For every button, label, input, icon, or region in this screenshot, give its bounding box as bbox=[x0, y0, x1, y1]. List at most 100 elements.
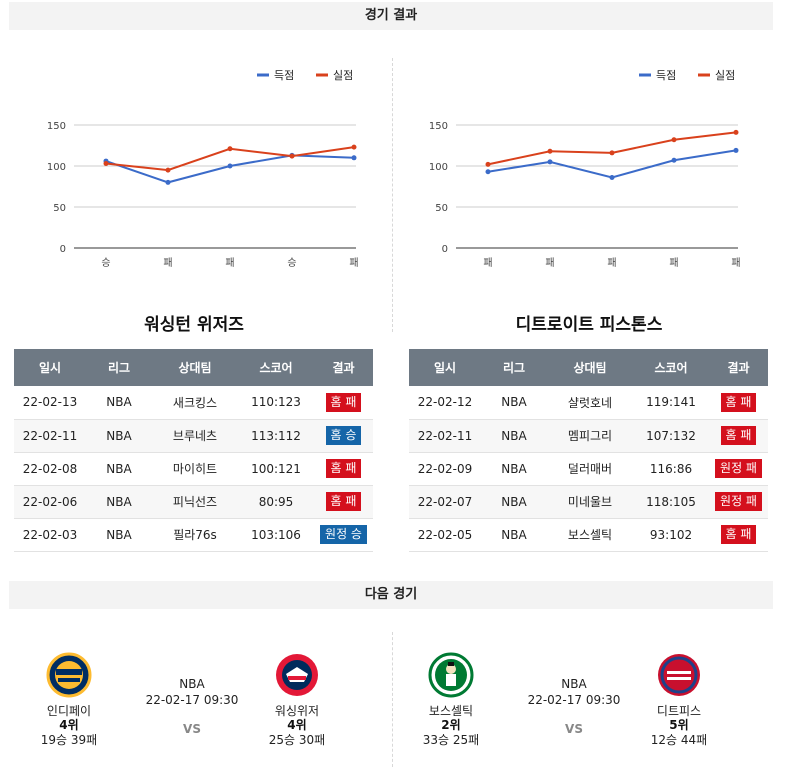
x-tick-label: 패 bbox=[483, 257, 492, 269]
result-badge: 홈 패 bbox=[325, 459, 362, 478]
cell-league: NBA bbox=[86, 419, 152, 453]
y-tick-label: 100 bbox=[429, 162, 448, 173]
away-team[interactable]: 디트피스 5위 12승 44패 bbox=[624, 648, 734, 747]
home-team[interactable]: 보스셀틱 2위 33승 25패 bbox=[396, 648, 506, 747]
result-badge: 원정 승 bbox=[320, 525, 367, 544]
table-row: 22-02-05 NBA 보스셀틱 93:102 홈 패 bbox=[409, 518, 768, 552]
result-badge: 홈 패 bbox=[325, 492, 362, 511]
data-point bbox=[485, 169, 491, 175]
cell-result: 홈 승 bbox=[314, 419, 373, 453]
table-row: 22-02-08 NBA 마이히트 100:121 홈 패 bbox=[14, 452, 373, 486]
y-tick-label: 150 bbox=[429, 121, 448, 132]
y-tick-label: 0 bbox=[60, 244, 66, 255]
cell-opponent: 샬럿호네 bbox=[547, 386, 633, 420]
cell-league: NBA bbox=[86, 452, 152, 486]
result-badge: 홈 패 bbox=[720, 392, 757, 412]
table-row: 22-02-06 NBA 피닉선즈 80:95 홈 패 bbox=[14, 485, 373, 519]
header-score: 스코어 bbox=[238, 349, 314, 386]
cell-league: NBA bbox=[86, 386, 152, 420]
pacers-logo-icon bbox=[46, 652, 92, 698]
x-tick-label: 패 bbox=[225, 257, 234, 269]
header-league: 리그 bbox=[86, 349, 152, 386]
cell-score: 103:106 bbox=[238, 518, 314, 552]
header-score: 스코어 bbox=[633, 349, 709, 386]
data-point bbox=[227, 163, 233, 169]
data-point bbox=[733, 129, 739, 135]
data-point bbox=[165, 179, 171, 185]
cell-result: 원정 패 bbox=[709, 452, 768, 486]
team-record: 25승 30패 bbox=[268, 733, 326, 747]
table-row: 22-02-13 NBA 새크킹스 110:123 홈 패 bbox=[14, 386, 373, 420]
chart-left: 0 50 100 150 승 패 패 승 패 득점 실점 bbox=[20, 58, 380, 278]
next-game-card[interactable]: 보스셀틱 2위 33승 25패 NBA 22-02-17 09:30 VS 디트… bbox=[396, 648, 756, 758]
data-point bbox=[227, 146, 233, 152]
table-row: 22-02-03 NBA 필라76s 103:106 원정 승 bbox=[14, 518, 373, 552]
team-name: 워싱위저 bbox=[274, 704, 320, 718]
header-result: 결과 bbox=[314, 349, 373, 386]
table-row: 22-02-11 NBA 브루네츠 113:112 홈 승 bbox=[14, 419, 373, 453]
cell-date: 22-02-09 bbox=[409, 452, 481, 486]
data-point bbox=[103, 161, 109, 167]
cell-opponent: 덜러매버 bbox=[547, 452, 633, 486]
cell-score: 118:105 bbox=[633, 485, 709, 519]
game-info: NBA 22-02-17 09:30 bbox=[134, 676, 250, 708]
cell-opponent: 필라76s bbox=[152, 518, 238, 552]
table-row: 22-02-11 NBA 멤피그리 107:132 홈 패 bbox=[409, 419, 768, 453]
y-tick-label: 150 bbox=[47, 121, 66, 132]
data-point bbox=[547, 148, 553, 154]
data-point bbox=[733, 147, 739, 153]
recent-games-table-right: 일시 리그 상대팀 스코어 결과 22-02-12 NBA 샬럿호네 119:141 홈… bbox=[409, 349, 768, 552]
cell-result: 홈 패 bbox=[314, 485, 373, 519]
result-badge: 홈 패 bbox=[720, 525, 757, 544]
game-league: NBA bbox=[179, 677, 205, 691]
game-datetime: 22-02-17 09:30 bbox=[145, 693, 239, 707]
cell-result: 홈 패 bbox=[709, 419, 768, 453]
x-tick-label: 패 bbox=[607, 257, 616, 269]
next-games-section-header: 다음 경기 bbox=[9, 581, 773, 609]
team-record: 19승 39패 bbox=[40, 733, 98, 747]
data-point bbox=[351, 155, 357, 161]
cell-opponent: 브루네츠 bbox=[152, 419, 238, 453]
cell-date: 22-02-06 bbox=[14, 485, 86, 519]
result-badge: 원정 패 bbox=[715, 459, 762, 478]
table-row: 22-02-12 NBA 샬럿호네 119:141 홈 패 bbox=[409, 386, 768, 420]
cell-date: 22-02-05 bbox=[409, 518, 481, 552]
cell-opponent: 피닉선즈 bbox=[152, 485, 238, 519]
x-tick-label: 승 bbox=[287, 257, 296, 269]
away-team[interactable]: 워싱위저 4위 25승 30패 bbox=[242, 648, 352, 747]
header-opponent: 상대팀 bbox=[152, 349, 238, 386]
series-line-scored bbox=[105, 154, 355, 184]
series-line-conceded bbox=[487, 131, 737, 166]
legend-label: 득점 bbox=[656, 69, 676, 82]
cell-score: 119:141 bbox=[633, 386, 709, 420]
team-title-right: 디트로이트 피스톤스 bbox=[515, 315, 663, 335]
team-name: 인디페이 bbox=[46, 704, 92, 718]
column-divider bbox=[392, 632, 393, 767]
cell-date: 22-02-11 bbox=[409, 419, 481, 453]
home-team[interactable]: 인디페이 4위 19승 39패 bbox=[14, 648, 124, 747]
cell-result: 원정 패 bbox=[709, 485, 768, 519]
table-header-row: 일시 리그 상대팀 스코어 결과 bbox=[14, 349, 373, 386]
results-section-header: 경기 결과 bbox=[9, 2, 773, 30]
header-league: 리그 bbox=[481, 349, 547, 386]
team-record: 33승 25패 bbox=[422, 733, 480, 747]
data-point bbox=[485, 161, 491, 167]
line-chart-right: 0 50 100 150 패 패 패 패 패 득점 실점 bbox=[429, 69, 741, 269]
cell-league: NBA bbox=[481, 518, 547, 552]
cell-score: 110:123 bbox=[238, 386, 314, 420]
cell-result: 홈 패 bbox=[709, 386, 768, 420]
team-name: 보스셀틱 bbox=[428, 704, 474, 718]
next-game-card[interactable]: 인디페이 4위 19승 39패 NBA 22-02-17 09:30 VS 워싱… bbox=[14, 648, 374, 758]
vs-label: VS bbox=[183, 722, 201, 736]
team-record: 12승 44패 bbox=[650, 733, 708, 747]
cell-date: 22-02-11 bbox=[14, 419, 86, 453]
game-league: NBA bbox=[561, 677, 587, 691]
column-divider bbox=[392, 58, 393, 332]
cell-league: NBA bbox=[86, 485, 152, 519]
team-rank: 2위 bbox=[441, 718, 461, 732]
header-result: 결과 bbox=[709, 349, 768, 386]
line-chart-left: 0 50 100 150 승 패 패 승 패 득점 실점 bbox=[47, 69, 359, 269]
table-header-row: 일시 리그 상대팀 스코어 결과 bbox=[409, 349, 768, 386]
team-name: 디트피스 bbox=[656, 704, 702, 718]
cell-result: 원정 승 bbox=[314, 518, 373, 552]
